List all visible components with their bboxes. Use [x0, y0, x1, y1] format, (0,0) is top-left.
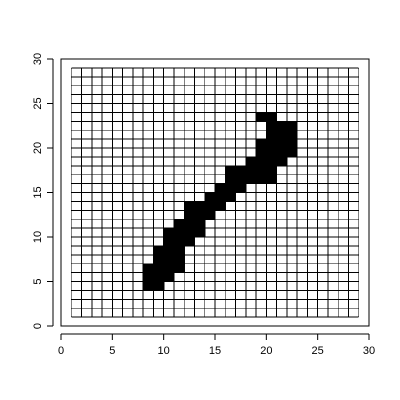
y-tick-label: 15: [32, 186, 44, 198]
filled-cell: [266, 139, 278, 149]
filled-cell: [173, 237, 185, 247]
filled-cell: [184, 237, 196, 247]
filled-cell: [225, 192, 237, 202]
x-tick-label: 5: [109, 345, 115, 357]
filled-cell: [235, 174, 247, 185]
filled-cell: [286, 139, 298, 149]
filled-cell: [204, 201, 216, 211]
filled-cell: [286, 148, 298, 158]
filled-cell: [266, 112, 278, 122]
filled-cell: [266, 130, 278, 140]
filled-cell: [286, 130, 298, 140]
filled-cell: [163, 245, 175, 256]
x-tick-label: 20: [260, 345, 272, 357]
filled-cell: [286, 121, 298, 131]
filled-cell: [256, 148, 267, 158]
filled-cell: [245, 165, 257, 176]
filled-cell: [276, 139, 288, 149]
filled-cell: [256, 139, 267, 149]
filled-cell: [225, 174, 237, 185]
filled-cell: [143, 272, 154, 283]
filled-cell: [143, 263, 154, 274]
filled-cell: [256, 174, 267, 185]
filled-cell: [194, 210, 206, 220]
filled-cell: [266, 165, 278, 176]
filled-cell: [276, 148, 288, 158]
filled-cell: [163, 263, 175, 274]
filled-cell: [235, 165, 247, 176]
y-tick-label: 0: [32, 323, 44, 329]
filled-cell: [173, 254, 185, 265]
filled-cell: [173, 228, 185, 238]
y-tick-label: 20: [32, 142, 44, 154]
filled-cell: [256, 112, 267, 122]
filled-cell: [215, 201, 226, 211]
filled-cell: [173, 219, 185, 229]
filled-cell: [266, 148, 278, 158]
y-tick-label: 5: [32, 278, 44, 284]
filled-cell: [184, 219, 196, 229]
filled-cell: [184, 201, 196, 211]
filled-cell: [153, 281, 165, 291]
filled-cell: [194, 228, 206, 238]
y-tick-label: 10: [32, 231, 44, 243]
filled-cell: [245, 156, 257, 167]
filled-cell: [163, 254, 175, 265]
filled-cell: [215, 192, 226, 202]
filled-cell: [194, 201, 206, 211]
filled-cell: [266, 174, 278, 185]
x-tick-label: 25: [312, 345, 324, 357]
x-tick-label: 30: [363, 345, 375, 357]
filled-cell: [266, 156, 278, 167]
filled-cell: [225, 183, 237, 194]
filled-cell: [225, 165, 237, 176]
filled-cell: [153, 254, 165, 265]
filled-cell: [276, 156, 288, 167]
filled-cell: [153, 263, 165, 274]
filled-cell: [194, 219, 206, 229]
filled-cell: [256, 165, 267, 176]
x-tick-label: 10: [158, 345, 170, 357]
filled-cell: [266, 121, 278, 131]
filled-cell: [184, 228, 196, 238]
filled-cell: [143, 281, 154, 291]
filled-cell: [163, 228, 175, 238]
filled-cell: [153, 245, 165, 256]
filled-cell: [204, 192, 216, 202]
filled-cell: [173, 263, 185, 274]
filled-cell: [184, 210, 196, 220]
x-tick-label: 0: [58, 345, 64, 357]
filled-cell: [215, 183, 226, 194]
filled-cell: [153, 272, 165, 283]
y-tick-label: 30: [32, 53, 44, 65]
filled-cell: [173, 245, 185, 256]
filled-cell: [204, 210, 216, 220]
grid-cells-group: [70, 67, 360, 318]
filled-cell: [235, 183, 247, 194]
axes-group: 0 5 10 15 20 25 30 0 5 10 15 20 25 30: [32, 53, 375, 357]
x-tick-label: 15: [209, 345, 221, 357]
filled-cell: [276, 121, 288, 131]
y-tick-label: 25: [32, 97, 44, 109]
filled-cell: [163, 272, 175, 283]
filled-cell: [256, 156, 267, 167]
filled-cell: [276, 130, 288, 140]
filled-cell: [163, 237, 175, 247]
plot-frame: [60, 58, 370, 327]
filled-cell: [245, 174, 257, 185]
